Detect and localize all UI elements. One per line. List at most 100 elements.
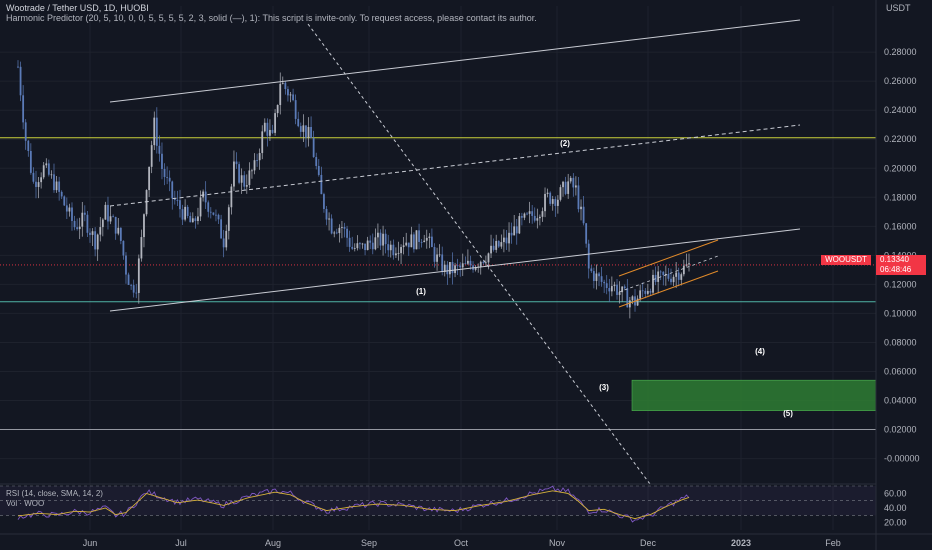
candle-body xyxy=(680,274,683,280)
candle-body xyxy=(621,286,624,293)
candle-body xyxy=(459,265,462,268)
candle-body xyxy=(520,216,523,218)
candle-body xyxy=(559,187,562,200)
candle-body xyxy=(209,211,212,213)
candle-body xyxy=(502,237,505,243)
candle-body xyxy=(351,246,354,249)
candle-body xyxy=(664,273,667,276)
candle-body xyxy=(572,177,575,188)
candle-body xyxy=(451,262,454,274)
candle-body xyxy=(112,216,115,218)
candle-body xyxy=(353,248,356,249)
candle-body xyxy=(119,227,122,241)
candle-body xyxy=(348,237,351,247)
candle-body xyxy=(369,240,372,243)
candle-body xyxy=(189,215,192,223)
candle-body xyxy=(415,230,418,250)
candle-body xyxy=(158,145,161,154)
currency-unit[interactable]: USDT xyxy=(886,3,911,13)
candle-body xyxy=(495,240,498,250)
indicator-legend[interactable]: Harmonic Predictor (20, 5, 10, 0, 0, 5, … xyxy=(6,13,537,23)
candle-body xyxy=(276,104,279,114)
candle-body xyxy=(297,118,300,127)
price-tick-label: 0.28000 xyxy=(884,47,917,57)
candle-body xyxy=(580,206,582,210)
price-tick-label: -0.00000 xyxy=(884,454,920,464)
candle-body xyxy=(281,82,284,84)
candle-body xyxy=(608,288,611,292)
wave-label: (5) xyxy=(783,409,793,418)
candle-body xyxy=(68,207,71,212)
candle-body xyxy=(274,113,276,133)
candle-body xyxy=(37,182,40,187)
candle-body xyxy=(616,284,618,295)
candle-body xyxy=(469,260,472,266)
candle-body xyxy=(186,206,189,216)
candle-body xyxy=(441,254,444,272)
wave-label: (2) xyxy=(560,139,570,148)
candle-body xyxy=(366,240,369,251)
candle-body xyxy=(140,237,143,259)
candle-body xyxy=(377,232,379,238)
candle-body xyxy=(76,227,79,230)
candle-body xyxy=(227,207,230,231)
candle-countdown: 06:48:46 xyxy=(876,265,926,275)
wave-label: (3) xyxy=(599,383,609,392)
candle-body xyxy=(405,242,408,246)
candle-body xyxy=(577,185,580,210)
candle-body xyxy=(225,230,228,248)
price-tick-label: 0.12000 xyxy=(884,279,917,289)
candle-body xyxy=(130,284,133,286)
candle-body xyxy=(392,244,395,256)
candle-body xyxy=(315,157,318,166)
price-tick-label: 0.06000 xyxy=(884,366,917,376)
lower-channel-line xyxy=(109,228,801,312)
candle-body xyxy=(122,240,125,256)
price-tick-label: 0.20000 xyxy=(884,163,917,173)
candle-body xyxy=(27,140,30,151)
time-tick-label: Sep xyxy=(361,538,377,548)
candles xyxy=(17,60,690,319)
candle-body xyxy=(636,298,639,306)
candle-body xyxy=(63,196,66,206)
candle-body xyxy=(302,125,305,132)
candle-body xyxy=(317,165,320,175)
candle-body xyxy=(284,82,287,90)
candle-body xyxy=(407,242,410,248)
candle-body xyxy=(371,242,374,250)
candle-body xyxy=(510,232,513,236)
candle-body xyxy=(266,122,269,136)
candle-body xyxy=(253,160,256,171)
candle-body xyxy=(595,273,598,281)
candle-body xyxy=(513,226,516,236)
candle-body xyxy=(582,206,585,224)
time-tick-label: Aug xyxy=(265,538,281,548)
candle-body xyxy=(461,263,464,268)
candle-body xyxy=(220,219,222,239)
upper-channel-line xyxy=(109,19,801,103)
candle-body xyxy=(341,227,343,228)
candle-body xyxy=(649,291,652,293)
candle-body xyxy=(592,271,595,281)
candle-body xyxy=(420,241,423,243)
candle-body xyxy=(279,83,282,105)
candle-body xyxy=(528,211,531,214)
candle-body xyxy=(682,265,685,275)
candle-body xyxy=(271,129,274,133)
chart-title[interactable]: Wootrade / Tether USD, 1D, HUOBI xyxy=(6,3,149,13)
volume-legend[interactable]: Vol · WOO xyxy=(6,499,45,508)
candle-body xyxy=(312,138,315,158)
candle-body xyxy=(181,209,184,220)
candle-body xyxy=(199,197,202,217)
rsi-legend[interactable]: RSI (14, close, SMA, 14, 2) xyxy=(6,489,103,498)
candle-body xyxy=(518,216,521,234)
candle-body xyxy=(230,186,233,208)
candle-body xyxy=(299,126,302,132)
candle-body xyxy=(78,226,81,230)
candle-body xyxy=(305,125,307,138)
candle-body xyxy=(603,281,606,284)
candle-body xyxy=(166,176,169,178)
candle-body xyxy=(65,205,68,212)
candle-body xyxy=(217,214,220,220)
